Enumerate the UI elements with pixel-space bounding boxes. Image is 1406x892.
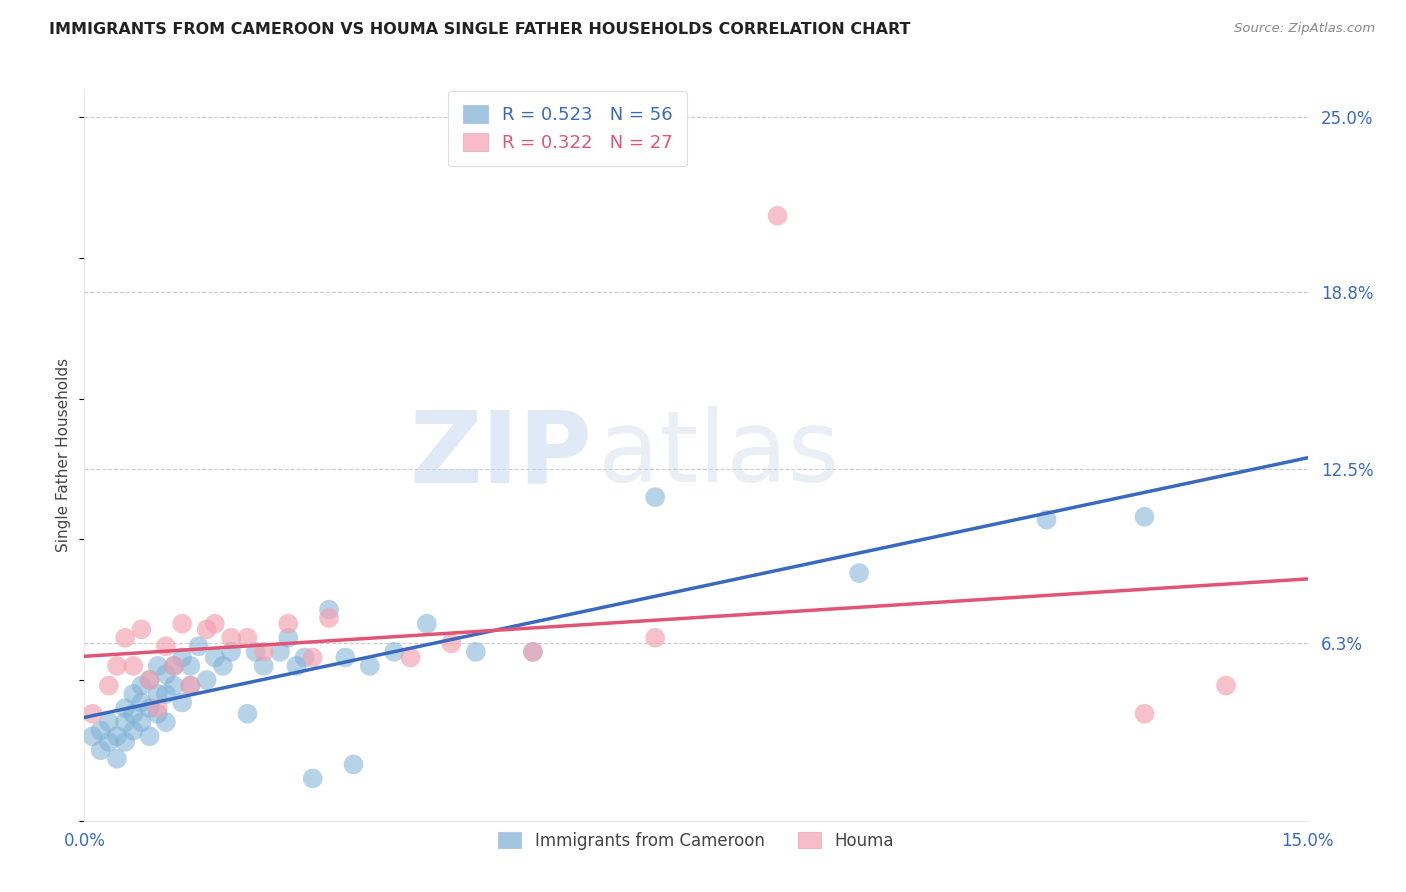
Point xyxy=(522,645,544,659)
Point xyxy=(131,715,153,730)
Point xyxy=(253,645,276,659)
Point xyxy=(155,715,177,730)
Point xyxy=(219,631,242,645)
Point xyxy=(82,706,104,721)
Point xyxy=(172,696,194,710)
Point xyxy=(399,650,422,665)
Point xyxy=(269,645,291,659)
Point xyxy=(187,639,209,653)
Point xyxy=(318,602,340,616)
Text: atlas: atlas xyxy=(598,407,839,503)
Point xyxy=(131,623,153,637)
Point xyxy=(163,659,186,673)
Point xyxy=(146,659,169,673)
Point xyxy=(766,209,789,223)
Point xyxy=(146,701,169,715)
Point xyxy=(114,735,136,749)
Point xyxy=(155,687,177,701)
Point xyxy=(522,645,544,659)
Point xyxy=(172,650,194,665)
Point xyxy=(82,729,104,743)
Point xyxy=(416,616,439,631)
Point xyxy=(236,631,259,645)
Point xyxy=(138,729,160,743)
Point xyxy=(1035,513,1057,527)
Point xyxy=(1215,679,1237,693)
Point xyxy=(172,616,194,631)
Point xyxy=(277,616,299,631)
Point xyxy=(318,611,340,625)
Point xyxy=(131,679,153,693)
Point xyxy=(644,490,666,504)
Point xyxy=(245,645,267,659)
Point xyxy=(163,659,186,673)
Point xyxy=(294,650,316,665)
Point xyxy=(146,706,169,721)
Point xyxy=(301,772,323,786)
Point xyxy=(146,687,169,701)
Point xyxy=(179,659,201,673)
Point xyxy=(464,645,486,659)
Point xyxy=(138,701,160,715)
Point xyxy=(97,679,120,693)
Point xyxy=(212,659,235,673)
Point xyxy=(236,706,259,721)
Point xyxy=(90,743,112,757)
Point xyxy=(335,650,357,665)
Point xyxy=(382,645,405,659)
Point xyxy=(848,566,870,580)
Point xyxy=(155,667,177,681)
Point xyxy=(277,631,299,645)
Point xyxy=(204,616,226,631)
Point xyxy=(301,650,323,665)
Point xyxy=(1133,509,1156,524)
Point xyxy=(342,757,364,772)
Point xyxy=(195,673,218,687)
Point xyxy=(97,735,120,749)
Point xyxy=(138,673,160,687)
Y-axis label: Single Father Households: Single Father Households xyxy=(56,358,72,552)
Point xyxy=(285,659,308,673)
Text: IMMIGRANTS FROM CAMEROON VS HOUMA SINGLE FATHER HOUSEHOLDS CORRELATION CHART: IMMIGRANTS FROM CAMEROON VS HOUMA SINGLE… xyxy=(49,22,911,37)
Point xyxy=(155,639,177,653)
Point xyxy=(114,715,136,730)
Legend: Immigrants from Cameroon, Houma: Immigrants from Cameroon, Houma xyxy=(491,825,901,856)
Point xyxy=(253,659,276,673)
Text: ZIP: ZIP xyxy=(409,407,592,503)
Point xyxy=(105,752,128,766)
Point xyxy=(644,631,666,645)
Point xyxy=(105,659,128,673)
Point xyxy=(114,701,136,715)
Text: Source: ZipAtlas.com: Source: ZipAtlas.com xyxy=(1234,22,1375,36)
Point xyxy=(359,659,381,673)
Point xyxy=(122,723,145,738)
Point xyxy=(122,687,145,701)
Point xyxy=(179,679,201,693)
Point xyxy=(195,623,218,637)
Point xyxy=(179,679,201,693)
Point xyxy=(204,650,226,665)
Point xyxy=(122,659,145,673)
Point xyxy=(105,729,128,743)
Point xyxy=(219,645,242,659)
Point xyxy=(1133,706,1156,721)
Point xyxy=(114,631,136,645)
Point xyxy=(122,706,145,721)
Point xyxy=(97,715,120,730)
Point xyxy=(440,636,463,650)
Point xyxy=(90,723,112,738)
Point xyxy=(131,696,153,710)
Point xyxy=(163,679,186,693)
Point xyxy=(138,673,160,687)
